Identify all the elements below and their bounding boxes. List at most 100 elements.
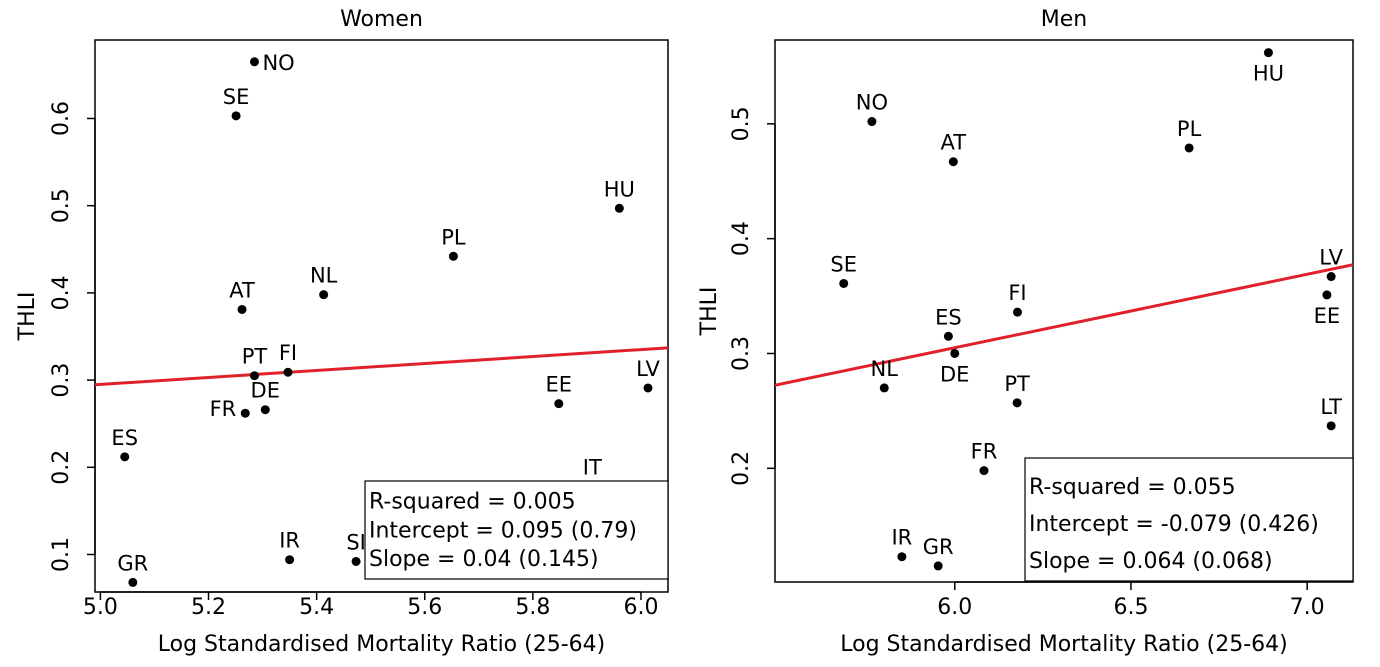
point-label-pl: PL — [441, 225, 466, 249]
data-point-no — [867, 117, 877, 127]
data-point-fi — [1012, 307, 1022, 317]
y-tick-label: 0.4 — [729, 221, 754, 256]
data-point-ee — [1322, 290, 1332, 300]
point-label-at: AT — [941, 131, 967, 155]
point-label-hu: HU — [604, 177, 635, 201]
point-label-se: SE — [223, 85, 250, 109]
data-point-at — [948, 157, 958, 167]
y-tick-label: 0.6 — [49, 101, 74, 136]
chart-panel-0: Women Log Standardised Mortality Ratio (2… — [15, 7, 669, 657]
regression-line — [95, 346, 668, 387]
data-point-se — [839, 278, 849, 288]
data-point-pl — [448, 251, 458, 261]
y-tick-label: 0.1 — [49, 537, 74, 572]
point-label-no: NO — [262, 51, 294, 75]
point-label-fr: FR — [971, 440, 998, 464]
stats-line: Intercept = 0.095 (0.79) — [369, 518, 637, 543]
data-point-gr — [933, 561, 943, 571]
data-point-pl — [1184, 143, 1194, 153]
point-label-ir: IR — [279, 529, 300, 553]
data-point-de — [260, 405, 270, 415]
stats-line: Slope = 0.064 (0.068) — [1029, 549, 1273, 574]
y-tick-label: 0.4 — [49, 275, 74, 310]
y-tick-label: 0.2 — [729, 451, 754, 486]
data-point-fr — [979, 466, 989, 476]
data-point-pt — [1012, 398, 1022, 408]
chart-title: Men — [1041, 7, 1087, 32]
point-label-ir: IR — [891, 526, 912, 550]
x-axis-label: Log Standardised Mortality Ratio (25-64) — [840, 632, 1287, 657]
data-point-es — [943, 331, 953, 341]
data-point-pt — [249, 371, 259, 381]
data-point-si — [351, 556, 361, 566]
x-tick-label: 6.5 — [1113, 595, 1148, 620]
point-label-lv: LV — [636, 357, 660, 381]
point-label-gr: GR — [923, 535, 954, 559]
x-tick-label: 6.0 — [937, 595, 972, 620]
data-point-se — [231, 111, 241, 121]
x-tick-label: 5.4 — [299, 595, 334, 620]
point-label-gr: GR — [117, 551, 148, 575]
stats-line: Intercept = -0.079 (0.426) — [1029, 512, 1319, 537]
stats-box — [364, 480, 669, 580]
data-point-lv — [643, 383, 653, 393]
data-point-fi — [283, 367, 293, 377]
point-label-it: IT — [583, 455, 602, 479]
data-point-gr — [128, 577, 138, 587]
point-label-ee: EE — [546, 373, 573, 397]
point-label-at: AT — [229, 278, 255, 302]
data-point-at — [237, 304, 247, 314]
chart-title: Women — [340, 7, 423, 32]
data-point-hu — [614, 203, 624, 213]
y-tick-label: 0.2 — [49, 450, 74, 485]
point-label-pl: PL — [1177, 117, 1202, 141]
stats-line: R-squared = 0.005 — [369, 490, 576, 515]
x-tick-label: 7.0 — [1290, 595, 1325, 620]
point-label-es: ES — [935, 305, 962, 329]
x-tick-label: 5.2 — [191, 595, 226, 620]
x-tick-label: 5.6 — [407, 595, 442, 620]
point-label-de: DE — [940, 362, 969, 386]
data-point-ir — [897, 552, 907, 562]
x-axis-label: Log Standardised Mortality Ratio (25-64) — [158, 632, 605, 657]
point-label-pt: PT — [1004, 372, 1030, 396]
point-label-es: ES — [111, 426, 138, 450]
data-point-lt — [1326, 421, 1336, 431]
point-label-fr: FR — [210, 397, 237, 421]
point-label-nl: NL — [310, 264, 338, 288]
data-point-lv — [1326, 272, 1336, 282]
point-label-de: DE — [251, 379, 280, 403]
data-point-de — [950, 348, 960, 358]
point-label-fi: FI — [1008, 281, 1026, 305]
point-label-ee: EE — [1314, 304, 1341, 328]
point-label-se: SE — [830, 252, 857, 276]
data-point-ee — [554, 399, 564, 409]
point-label-lt: LT — [1320, 395, 1342, 419]
y-tick-label: 0.3 — [49, 363, 74, 398]
point-label-si: SI — [346, 530, 366, 554]
data-point-nl — [879, 383, 889, 393]
stats-box — [1024, 457, 1354, 582]
data-point-fr — [240, 408, 250, 418]
x-tick-label: 5.8 — [515, 595, 550, 620]
y-tick-label: 0.5 — [49, 188, 74, 223]
point-label-fi: FI — [279, 341, 297, 365]
y-axis-label: THLI — [15, 292, 40, 342]
regression-line — [775, 263, 1353, 387]
point-label-pt: PT — [242, 345, 268, 369]
point-label-nl: NL — [871, 357, 899, 381]
stats-line: Slope = 0.04 (0.145) — [369, 547, 599, 572]
data-point-nl — [319, 290, 329, 300]
y-tick-label: 0.5 — [729, 106, 754, 141]
data-point-no — [249, 57, 259, 67]
point-label-no: NO — [856, 91, 888, 115]
y-axis-label: THLI — [697, 287, 722, 337]
x-tick-label: 5.0 — [83, 595, 118, 620]
x-tick-label: 6.0 — [623, 595, 658, 620]
data-point-es — [120, 452, 130, 462]
data-point-ir — [285, 555, 295, 565]
stats-line: R-squared = 0.055 — [1029, 475, 1236, 500]
point-label-lv: LV — [1319, 246, 1343, 270]
